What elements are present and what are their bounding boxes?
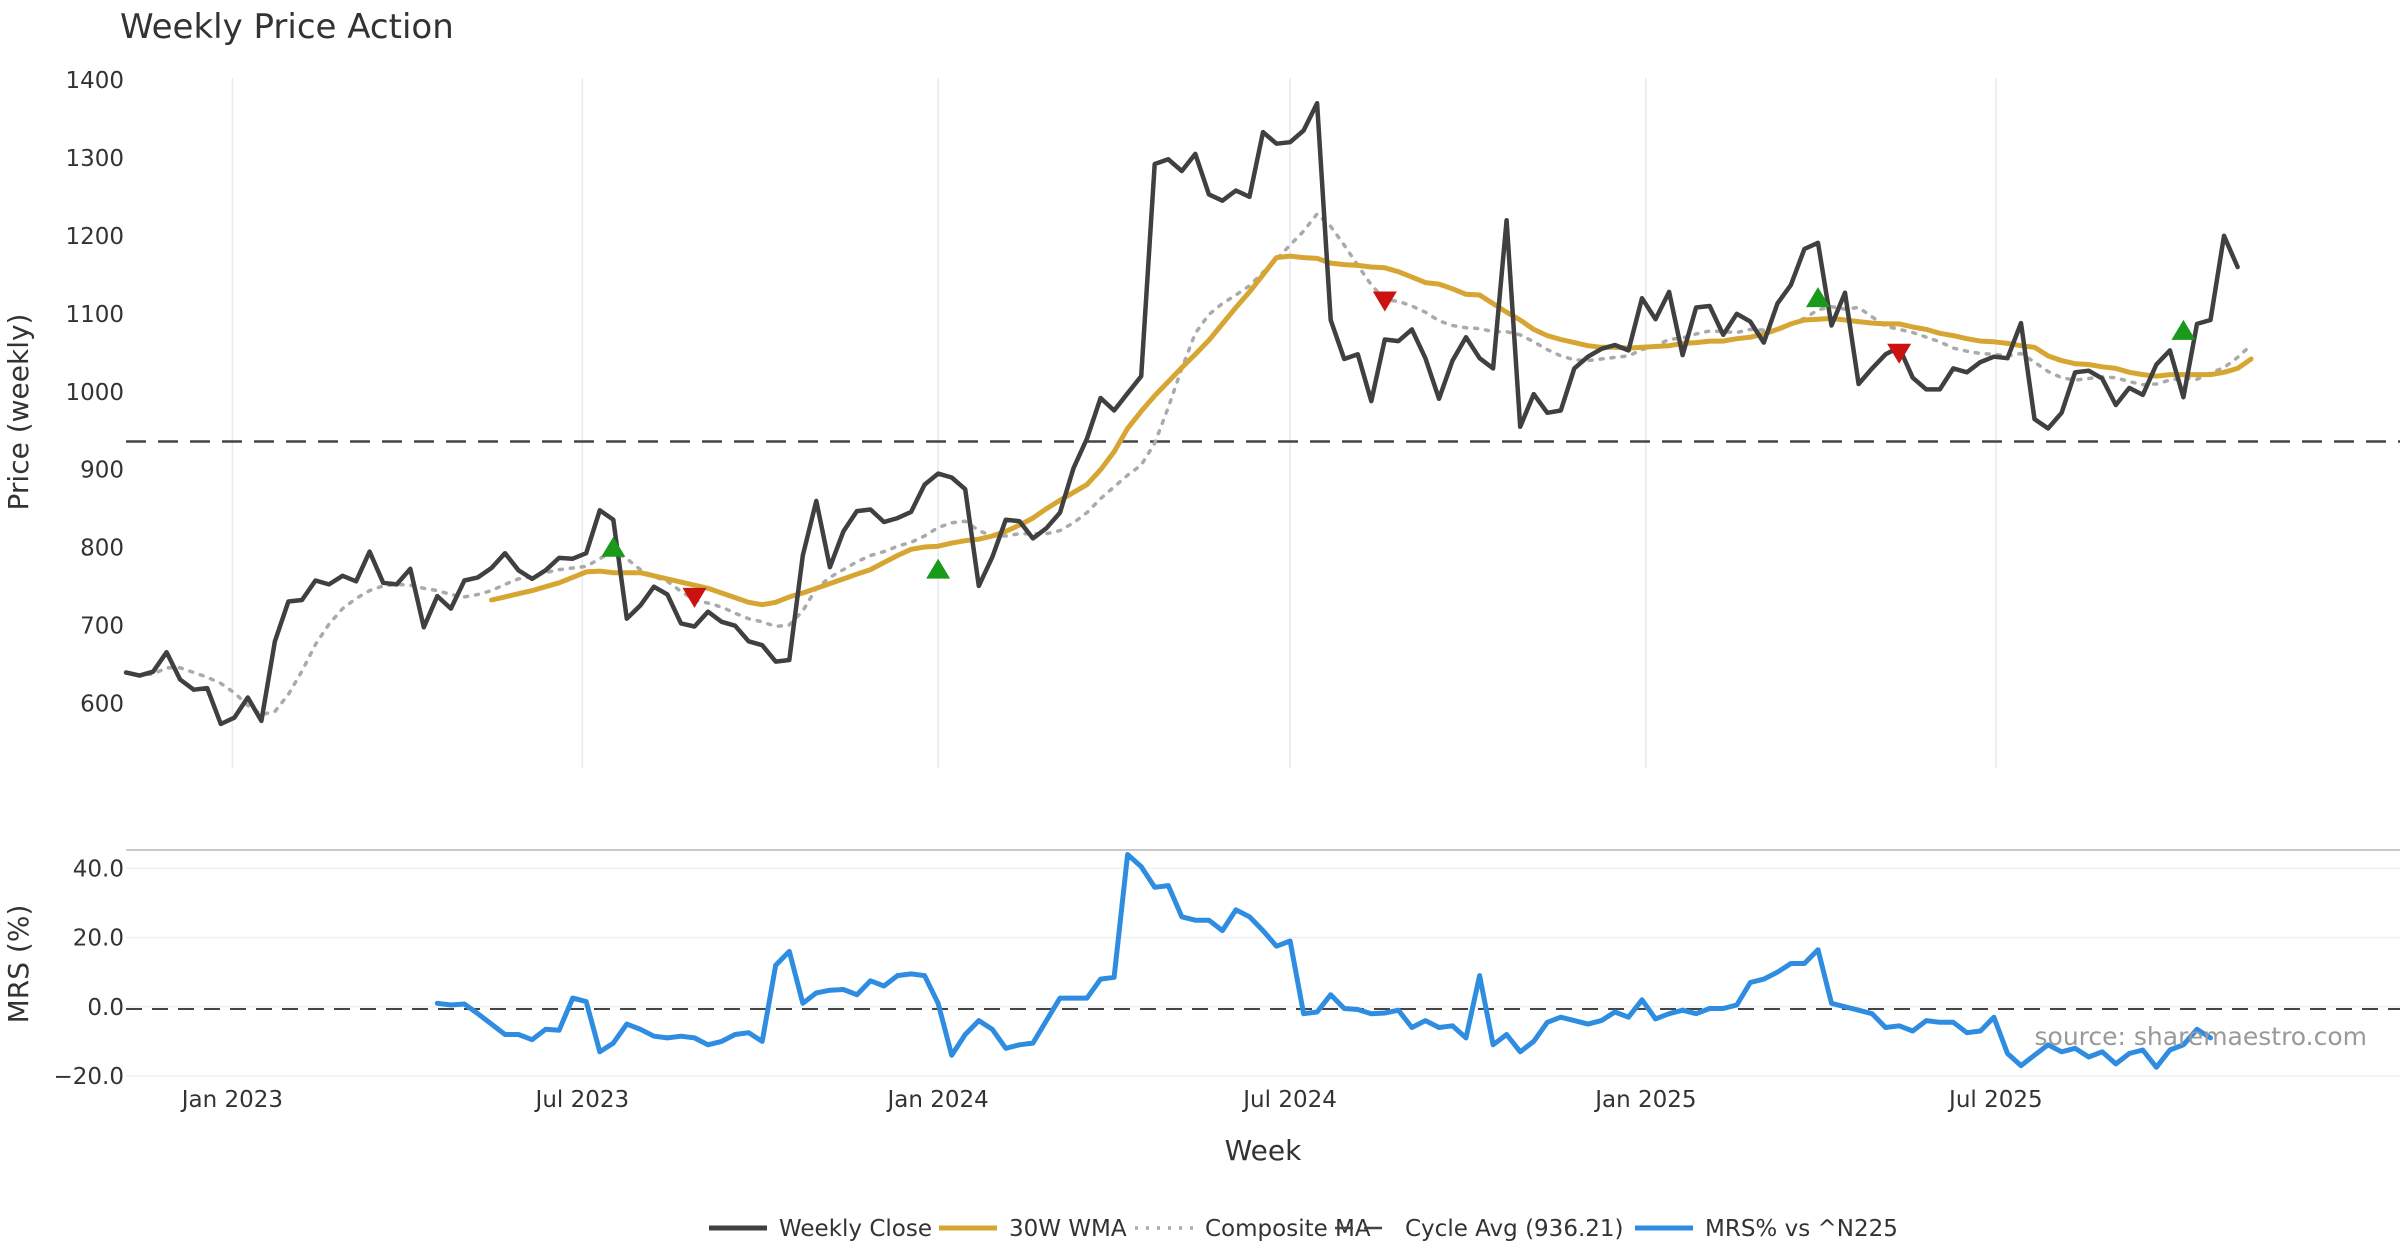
price-y-tick-label: 700 xyxy=(80,614,124,640)
price-y-tick-label: 1000 xyxy=(65,380,124,406)
buy-signal-marker xyxy=(1805,287,1830,308)
legend-label: MRS% vs ^N225 xyxy=(1705,1216,1898,1242)
30w-wma-line xyxy=(489,253,2254,608)
mrs-line xyxy=(434,852,2213,1070)
price-y-tick-label: 800 xyxy=(80,536,124,562)
x-tick-label: Jan 2025 xyxy=(1593,1087,1696,1113)
mrs-y-axis-label: MRS (%) xyxy=(2,905,35,1024)
composite-ma-line xyxy=(124,212,2253,717)
x-tick-label: Jul 2024 xyxy=(1241,1087,1337,1113)
price-y-tick-label: 1400 xyxy=(65,68,124,94)
mrs-panel: −20.0 0.0 20.0 40.0 MRS (%) xyxy=(2,852,2400,1090)
legend-item: MRS% vs ^N225 xyxy=(1635,1216,1898,1242)
price-y-tick-label: 1100 xyxy=(65,302,124,328)
mrs-y-tick-label: 40.0 xyxy=(73,856,124,882)
price-y-tick-label: 900 xyxy=(80,458,124,484)
price-y-ticks: 600 700 800 900 1000 1100 1200 1300 1400 xyxy=(65,68,124,718)
x-ticks: Jan 2023 Jul 2023 Jan 2024 Jul 2024 Jan 2025… xyxy=(180,1087,2043,1113)
legend-item: Cycle Avg (936.21) xyxy=(1335,1216,1624,1242)
price-y-axis-label: Price (weekly) xyxy=(2,314,35,511)
sell-signal-marker xyxy=(682,587,707,608)
buy-signal-marker xyxy=(926,558,951,579)
legend-item: 30W WMA xyxy=(939,1216,1127,1242)
legend-label: Cycle Avg (936.21) xyxy=(1405,1216,1624,1242)
signal-markers xyxy=(601,287,2196,608)
mrs-y-tick-label: −20.0 xyxy=(54,1064,124,1090)
mrs-series xyxy=(434,852,2213,1070)
x-tick-label: Jan 2023 xyxy=(180,1087,283,1113)
x-axis-label: Week xyxy=(1225,1134,1302,1167)
mrs-y-tick-label: 20.0 xyxy=(73,926,124,952)
mrs-grid xyxy=(126,867,2400,1077)
sell-signal-marker xyxy=(1887,343,1912,364)
mrs-y-ticks: −20.0 0.0 20.0 40.0 xyxy=(54,856,124,1090)
legend-item: Weekly Close xyxy=(709,1216,932,1242)
chart-title: Weekly Price Action xyxy=(120,7,454,47)
price-y-tick-label: 1200 xyxy=(65,224,124,250)
x-tick-label: Jul 2023 xyxy=(534,1087,630,1113)
price-panel: 600 700 800 900 1000 1100 1200 1300 1400 Price (… xyxy=(2,68,2400,768)
mrs-y-tick-label: 0.0 xyxy=(87,995,124,1021)
price-grid xyxy=(231,78,1997,768)
price-series xyxy=(123,100,2254,727)
x-tick-label: Jan 2024 xyxy=(885,1087,988,1113)
x-tick-label: Jul 2025 xyxy=(1947,1087,2043,1113)
price-y-tick-label: 600 xyxy=(80,692,124,718)
legend: Weekly Close 30W WMA Composite MA Cycle Avg… xyxy=(709,1216,1898,1242)
source-text: source: sharemaestro.com xyxy=(2035,1022,2368,1051)
price-y-tick-label: 1300 xyxy=(65,146,124,172)
weekly-close-line xyxy=(123,100,2240,727)
legend-label: Weekly Close xyxy=(779,1216,932,1242)
legend-label: 30W WMA xyxy=(1009,1216,1127,1242)
buy-signal-marker xyxy=(601,536,626,557)
sell-signal-marker xyxy=(1372,291,1397,312)
buy-signal-marker xyxy=(2171,319,2196,340)
